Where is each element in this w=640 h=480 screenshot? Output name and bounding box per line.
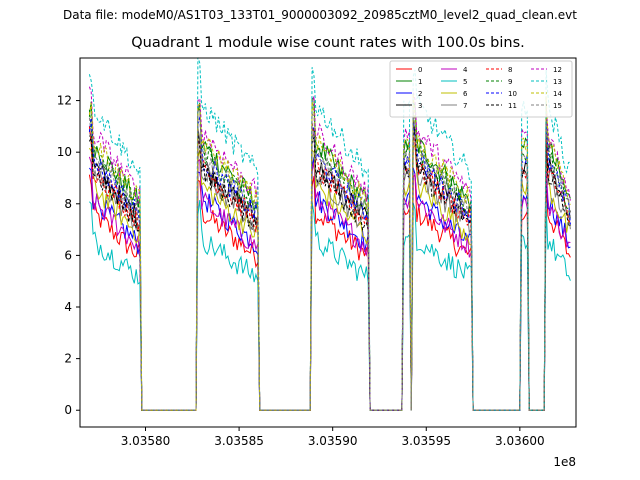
figure-suptitle: Data file: modeM0/AS1T03_133T01_90000030… bbox=[63, 8, 577, 22]
legend-label-9: 9 bbox=[508, 78, 512, 86]
x-offset-label: 1e8 bbox=[553, 455, 576, 469]
x-tick-label: 3.03600 bbox=[495, 434, 545, 448]
legend-label-4: 4 bbox=[463, 66, 468, 74]
legend-label-3: 3 bbox=[418, 102, 422, 110]
y-tick-label: 6 bbox=[64, 248, 72, 262]
x-axis: 3.03580 3.03585 3.03590 3.03595 3.03600 bbox=[121, 427, 545, 448]
legend-label-5: 5 bbox=[463, 78, 467, 86]
legend-label-0: 0 bbox=[418, 66, 422, 74]
legend-label-13: 13 bbox=[553, 78, 562, 86]
x-tick-label: 3.03595 bbox=[401, 434, 451, 448]
x-tick-label: 3.03585 bbox=[214, 434, 264, 448]
y-tick-label: 0 bbox=[64, 403, 72, 417]
y-tick-label: 8 bbox=[64, 197, 72, 211]
legend-label-6: 6 bbox=[463, 90, 468, 98]
y-axis: 0 2 4 6 8 10 12 bbox=[57, 94, 80, 417]
legend-label-7: 7 bbox=[463, 102, 467, 110]
legend-label-15: 15 bbox=[553, 102, 562, 110]
y-tick-label: 10 bbox=[57, 145, 72, 159]
plot-frame bbox=[79, 57, 577, 428]
legend-label-14: 14 bbox=[553, 90, 562, 98]
legend-label-10: 10 bbox=[508, 90, 517, 98]
y-tick-label: 12 bbox=[57, 94, 72, 108]
legend-label-12: 12 bbox=[553, 66, 562, 74]
legend-label-2: 2 bbox=[418, 90, 422, 98]
legend-label-11: 11 bbox=[508, 102, 517, 110]
x-tick-label: 3.03580 bbox=[121, 434, 171, 448]
series-line-14 bbox=[88, 93, 571, 411]
y-tick-label: 2 bbox=[64, 352, 72, 366]
series-line-15 bbox=[88, 108, 571, 411]
chart-title: Quadrant 1 module wise count rates with … bbox=[131, 35, 525, 51]
series-lines bbox=[88, 57, 571, 411]
legend-label-1: 1 bbox=[418, 78, 422, 86]
legend-label-8: 8 bbox=[508, 66, 512, 74]
y-tick-label: 4 bbox=[64, 300, 72, 314]
x-tick-label: 3.03590 bbox=[308, 434, 358, 448]
legend-box bbox=[389, 60, 573, 118]
